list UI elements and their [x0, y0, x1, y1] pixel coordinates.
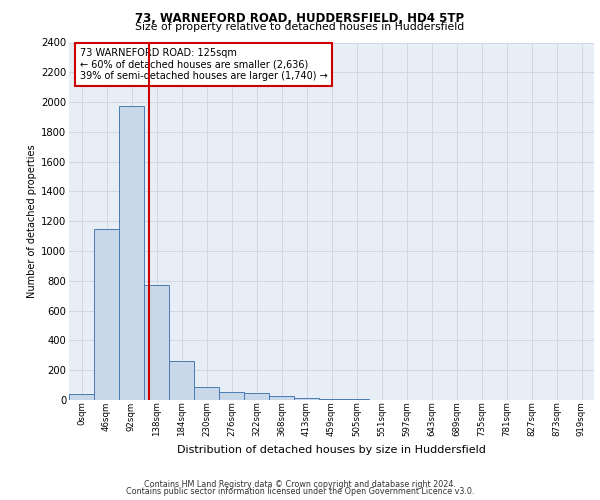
Bar	[269, 396, 294, 400]
Bar	[219, 392, 244, 400]
Bar	[119, 106, 144, 400]
Bar	[244, 392, 269, 400]
Bar	[194, 386, 219, 400]
Bar	[319, 398, 344, 400]
Bar	[169, 362, 194, 400]
Text: Size of property relative to detached houses in Huddersfield: Size of property relative to detached ho…	[136, 22, 464, 32]
Bar	[94, 228, 119, 400]
X-axis label: Distribution of detached houses by size in Huddersfield: Distribution of detached houses by size …	[177, 444, 486, 454]
Text: Contains HM Land Registry data © Crown copyright and database right 2024.: Contains HM Land Registry data © Crown c…	[144, 480, 456, 489]
Text: Contains public sector information licensed under the Open Government Licence v3: Contains public sector information licen…	[126, 488, 474, 496]
Bar	[294, 398, 319, 400]
Bar	[144, 284, 169, 400]
Y-axis label: Number of detached properties: Number of detached properties	[27, 144, 37, 298]
Text: 73, WARNEFORD ROAD, HUDDERSFIELD, HD4 5TP: 73, WARNEFORD ROAD, HUDDERSFIELD, HD4 5T…	[136, 12, 464, 24]
Bar	[69, 394, 94, 400]
Text: 73 WARNEFORD ROAD: 125sqm
← 60% of detached houses are smaller (2,636)
39% of se: 73 WARNEFORD ROAD: 125sqm ← 60% of detac…	[79, 48, 327, 81]
